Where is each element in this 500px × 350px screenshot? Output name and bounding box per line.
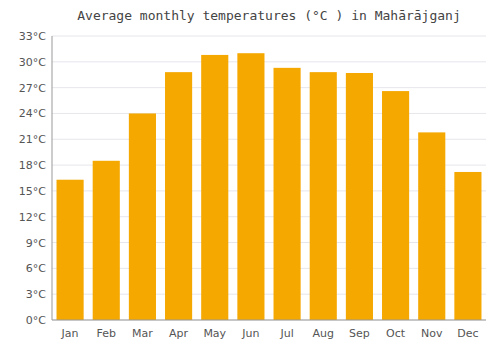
y-tick-label: 27°C [19,82,46,95]
grid [52,36,486,320]
bar [346,73,373,320]
y-tick-label: 0°C [26,314,46,327]
bar [237,53,264,320]
bar [165,72,192,320]
x-tick-label: Feb [97,327,116,340]
y-tick-label: 21°C [19,133,46,146]
y-tick-label: 3°C [26,288,46,301]
y-tick-label: 18°C [19,159,46,172]
x-tick-label: Jul [279,327,293,340]
x-tick-label: Nov [421,327,443,340]
grid-line [52,61,486,62]
x-tick-label: Oct [386,327,406,340]
bar [57,180,84,320]
y-tick-label: 12°C [19,211,46,224]
bar [129,113,156,320]
x-tick-label: Dec [457,327,478,340]
y-tick-label: 30°C [19,56,46,69]
y-tick-label: 24°C [19,107,46,120]
x-tick-label: May [203,327,226,340]
grid-line [52,320,486,321]
x-tick-label: Apr [169,327,189,340]
title: Average monthly temperatures (°C ) in Ma… [77,8,461,23]
chart: Average monthly temperatures (°C ) in Ma… [0,0,500,350]
y-tick-label: 33°C [19,30,46,43]
bar [201,55,228,320]
bar [274,68,301,320]
grid-line [52,36,486,37]
y-tick-label: 6°C [26,262,46,275]
bar [93,161,120,320]
y-axis-line [52,36,53,320]
bars [57,53,482,320]
bar [454,172,481,320]
x-tick-label: Jun [241,327,259,340]
grid-line [52,113,486,114]
grid-line [52,87,486,88]
y-tick-label: 9°C [26,237,46,250]
x-axis-line [52,320,486,321]
x-tick-label: Sep [349,327,370,340]
x-tick-label: Jan [61,327,79,340]
y-tick-label: 15°C [19,185,46,198]
bar [418,132,445,320]
bar [310,72,337,320]
x-tick-label: Mar [132,327,153,340]
bar [382,91,409,320]
x-tick-label: Aug [313,327,334,340]
